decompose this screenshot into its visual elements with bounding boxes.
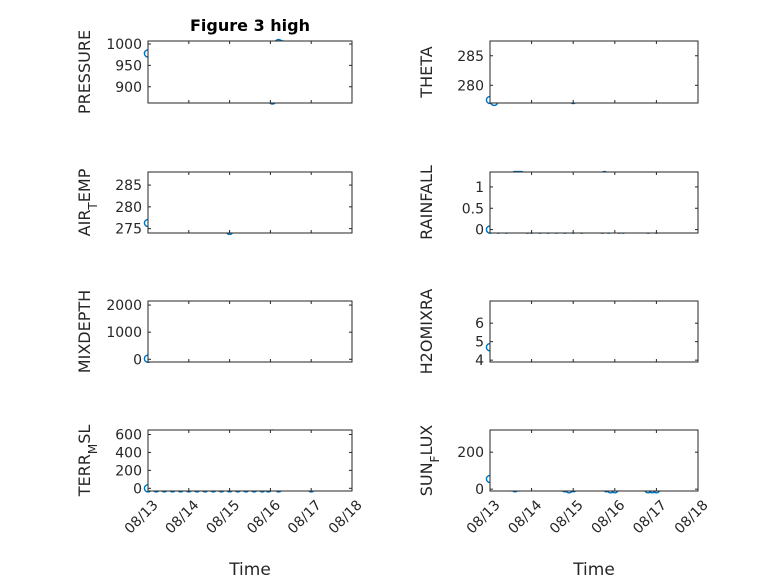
chart-title: Figure 3 high [190, 16, 310, 35]
y-tick-label: 1 [475, 180, 484, 196]
y-tick-label: 285 [457, 49, 484, 65]
subplot-5: 0 1000 2000 MIXDEPTH [75, 290, 353, 373]
axis-box [147, 429, 353, 492]
y-tick-label: 1000 [106, 325, 142, 341]
axis-box [489, 171, 699, 234]
subplot-8: 0 200 08/13 08/14 08/15 08/16 08/17 08/18 Time SU… [417, 425, 712, 580]
y-tick-label: 0 [475, 482, 484, 498]
subplot-4: 0 0.5 1 RAINFALL [417, 165, 699, 240]
x-tick-label: 08/17 [285, 497, 325, 537]
y-tick-label: 0 [475, 223, 484, 239]
x-axis-label: Time [228, 560, 271, 580]
x-tick-label: 08/14 [163, 497, 203, 537]
x-tick-label: 08/16 [589, 497, 629, 537]
axis-box [147, 300, 353, 363]
y-tick-label: 275 [115, 222, 142, 238]
axis-box [489, 40, 699, 104]
y-tick-label: 0 [133, 481, 142, 497]
y-tick-label: 5 [475, 335, 484, 351]
axis-box [489, 429, 699, 492]
y-tick-label: 2000 [106, 298, 142, 314]
x-tick-label: 08/18 [672, 497, 712, 537]
x-tick-label: 08/17 [630, 497, 670, 537]
y-tick-label: 280 [457, 78, 484, 94]
y-tick-label: 0 [133, 352, 142, 368]
y-tick-label: 200 [457, 445, 484, 461]
y-tick-label: 280 [115, 200, 142, 216]
x-tick-label: 08/14 [505, 497, 545, 537]
y-tick-label: 285 [115, 178, 142, 194]
y-axis-label: MIXDEPTH [75, 290, 94, 373]
y-tick-label: 600 [115, 427, 142, 443]
axis-box [147, 40, 353, 104]
axis-box [489, 300, 699, 363]
y-axis-label: AIRTEMP [75, 168, 100, 236]
y-tick-label: 400 [115, 445, 142, 461]
y-axis-label: RAINFALL [417, 165, 436, 240]
y-tick-label: 900 [115, 80, 142, 96]
y-axis-label: H2OMIXRA [417, 289, 436, 375]
subplot-2: 280 285 THETA [417, 40, 699, 107]
x-tick-label: 08/16 [244, 497, 284, 537]
y-tick-label: 6 [475, 316, 484, 332]
y-tick-label: 1000 [106, 37, 142, 53]
x-tick-label: 08/18 [326, 497, 366, 537]
subplot-3: 275 280 285 AIRTEMP [75, 168, 353, 238]
y-tick-label: 200 [115, 463, 142, 479]
y-tick-label: 950 [115, 58, 142, 74]
y-axis-label: THETA [417, 46, 436, 98]
y-tick-label: 0.5 [462, 201, 484, 217]
subplot-1: 900 950 1000 PRESSURE Figure 3 high [75, 16, 353, 114]
x-tick-label: 08/13 [122, 497, 162, 537]
x-tick-label: 08/15 [547, 497, 587, 537]
axis-box [147, 171, 353, 234]
y-axis-label: SUNFLUX [417, 425, 442, 497]
subplot-6: 4 5 6 H2OMIXRA [417, 289, 699, 375]
y-axis-label: TERRMSL [75, 425, 100, 498]
subplot-7: 0 200 400 600 08/13 08/14 08/15 08/16 08/17 08/18… [75, 425, 366, 580]
y-tick-label: 4 [475, 353, 484, 369]
y-axis-label: PRESSURE [75, 30, 94, 114]
x-tick-label: 08/13 [464, 497, 504, 537]
x-axis-label: Time [572, 560, 615, 580]
x-tick-label: 08/15 [203, 497, 243, 537]
